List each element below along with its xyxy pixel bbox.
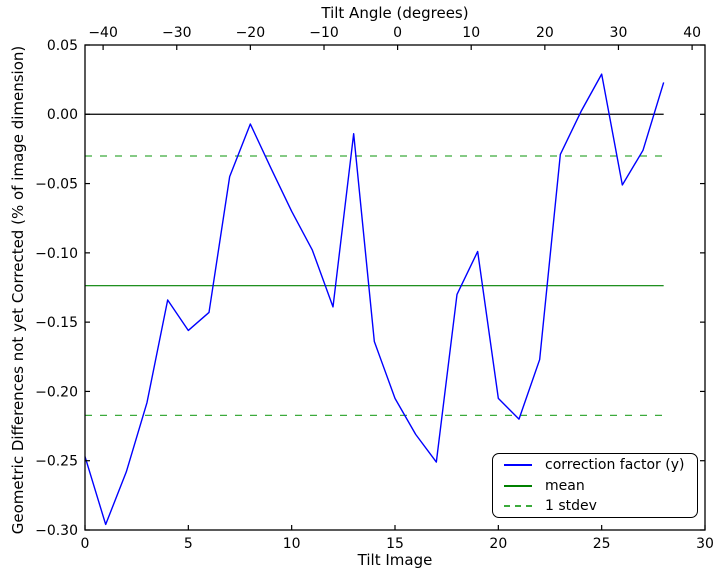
x-axis-label: Tilt Image <box>357 551 433 569</box>
x-tick-label: 15 <box>386 536 404 552</box>
x-tick-label: 0 <box>81 536 90 552</box>
legend-label: correction factor (y) <box>545 456 685 473</box>
top-tick-label: −30 <box>162 25 192 41</box>
top-tick-label: −20 <box>236 25 266 41</box>
top-tick-label: 30 <box>610 25 628 41</box>
top-tick-label: 40 <box>683 25 701 41</box>
legend-entry-mean: mean <box>493 477 697 495</box>
legend-entry-stdev: 1 stdev <box>493 497 697 515</box>
x-tick-label: 5 <box>184 536 193 552</box>
legend-label: 1 stdev <box>545 498 597 515</box>
top-axis-title: Tilt Angle (degrees) <box>321 4 469 22</box>
y-tick-label: −0.30 <box>35 523 78 539</box>
y-tick-label: −0.15 <box>35 315 78 331</box>
legend-entry-correction-factor: correction factor (y) <box>493 456 697 474</box>
legend-line-sample-green-dashed <box>504 505 532 508</box>
x-tick-label: 25 <box>593 536 611 552</box>
legend-line-sample-blue <box>504 463 532 466</box>
top-tick-label: −10 <box>309 25 339 41</box>
x-tick-label: 20 <box>489 536 507 552</box>
x-tick-label: 10 <box>283 536 301 552</box>
y-axis-label: Geometric Differences not yet Corrected … <box>9 45 27 535</box>
legend-line-sample-green-solid <box>504 484 532 487</box>
top-tick-label: −40 <box>88 25 118 41</box>
correction-factor-line <box>84 73 665 526</box>
y-tick-label: 0.05 <box>47 38 78 54</box>
legend-label: mean <box>545 477 585 494</box>
y-tick-label: −0.05 <box>35 176 78 192</box>
y-tick-label: −0.20 <box>35 384 78 400</box>
y-tick-label: −0.10 <box>35 246 78 262</box>
x-tick-label: 30 <box>696 536 714 552</box>
top-tick-label: 10 <box>462 25 480 41</box>
legend: correction factor (y) mean 1 stdev <box>492 453 698 518</box>
top-tick-label: 20 <box>536 25 554 41</box>
y-tick-label: −0.25 <box>35 454 78 470</box>
y-tick-label: 0.00 <box>47 107 78 123</box>
top-tick-label: 0 <box>393 25 402 41</box>
